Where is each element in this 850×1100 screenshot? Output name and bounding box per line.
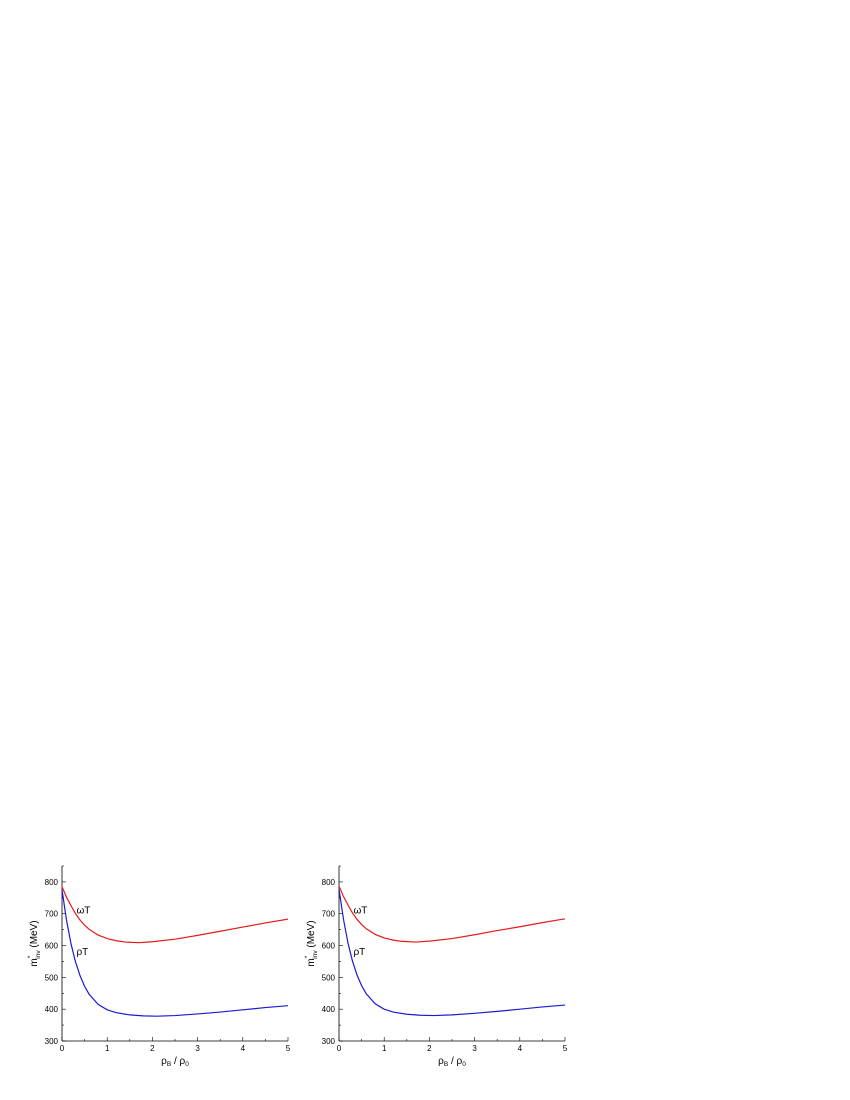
- right-x-tick-label: 3: [472, 1044, 477, 1053]
- right-series-rhoT-label: ρT: [353, 947, 365, 958]
- right-series-omegaT-line: [338, 885, 566, 943]
- right-y-tick-label: 500: [322, 973, 336, 982]
- left-x-tick-label: 2: [150, 1044, 155, 1053]
- right-x-tick-label: 5: [563, 1044, 568, 1053]
- left-x-tick-label: 3: [195, 1044, 200, 1053]
- left-series-rhoT-label: ρT: [76, 947, 88, 958]
- left-x-tick-label: 4: [241, 1044, 246, 1053]
- left-series-omegaT-label: ωT: [76, 906, 90, 917]
- chart-panel-right: 0 1 2 3 4 5 300 400 500 600 700 800 ωT ρT ρB / ρ0 m*inv…: [304, 865, 568, 1068]
- left-y-tick-label: 400: [45, 1005, 59, 1014]
- left-y-tick-label: 500: [45, 973, 59, 982]
- right-x-tick-label: 0: [337, 1044, 342, 1053]
- right-y-tick-label: 400: [322, 1005, 336, 1014]
- left-y-tick-label: 700: [45, 910, 59, 919]
- left-x-tick-label: 1: [105, 1044, 110, 1053]
- left-x-tick-label: 0: [60, 1044, 65, 1053]
- left-series-rhoT-line: [61, 889, 289, 1017]
- right-series-omegaT-label: ωT: [353, 906, 367, 917]
- right-y-tick-label: 300: [322, 1037, 336, 1046]
- left-x-axis-title: ρB / ρ0: [161, 1056, 189, 1068]
- right-x-tick-label: 1: [382, 1044, 387, 1053]
- right-series-rhoT-line: [338, 889, 566, 1017]
- left-series-omegaT-line: [61, 886, 289, 944]
- right-x-axis-title: ρB / ρ0: [438, 1056, 466, 1068]
- left-y-axis-title: m*inv (MeV): [27, 920, 42, 966]
- right-x-tick-label: 4: [518, 1044, 523, 1053]
- right-x-tick-label: 2: [427, 1044, 432, 1053]
- left-y-tick-label: 600: [45, 942, 59, 951]
- left-y-tick-label: 300: [45, 1037, 59, 1046]
- left-x-tick-label: 5: [286, 1044, 291, 1053]
- right-y-tick-label: 800: [322, 878, 336, 887]
- right-y-tick-label: 600: [322, 942, 336, 951]
- right-y-axis-title: m*inv (MeV): [304, 920, 319, 966]
- chart-panel-left: 0 1 2 3 4 5 300 400 500 600 700 800 ωT ρT ρB / ρ0 m*inv…: [27, 865, 291, 1068]
- right-y-tick-label: 700: [322, 910, 336, 919]
- left-y-tick-label: 800: [45, 878, 59, 887]
